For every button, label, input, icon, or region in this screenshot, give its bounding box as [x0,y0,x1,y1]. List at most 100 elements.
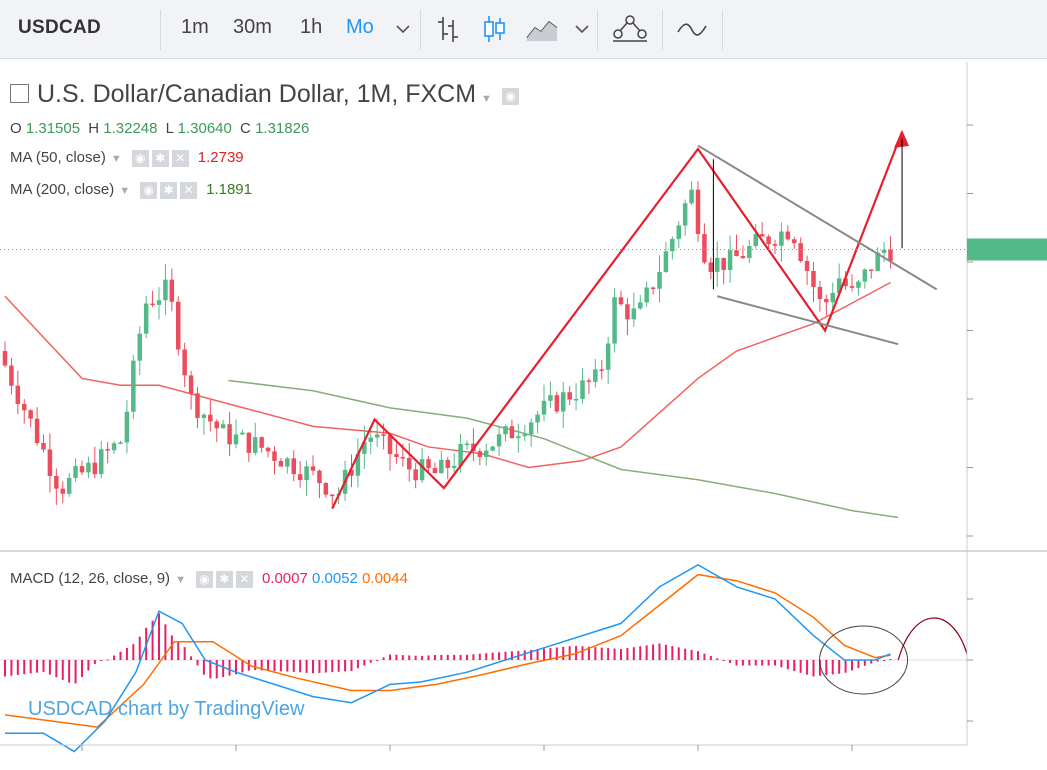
close-icon[interactable]: ✕ [171,149,189,167]
macd-histogram-bar [401,655,404,660]
candle-body [15,385,21,404]
interval-month-button[interactable]: Mo [346,16,374,38]
candle-body [92,462,98,475]
chevron-down-icon[interactable]: ▼ [119,185,131,197]
close-icon[interactable]: ✕ [235,570,253,588]
candle-body [156,300,162,305]
macd-histogram-bar [151,620,154,660]
candle-body [79,466,85,473]
macd-histogram-bar [421,655,424,660]
candle-body [118,442,123,444]
collapse-icon[interactable] [10,83,29,103]
candle-body [233,434,239,445]
watermark[interactable]: USDCAD chart by TradingView [28,698,305,720]
candle-body [381,434,386,436]
candle-body [182,349,187,376]
macd-histogram-bar [799,660,802,673]
macd-histogram-bar [260,660,263,671]
gear-icon[interactable]: ✱ [215,570,233,588]
interval-1h-button[interactable]: 1h [300,16,323,38]
eye-icon[interactable]: ◉ [195,570,213,588]
candle-body [638,302,643,309]
macd-histogram-bar [190,656,193,660]
ma200-path [228,379,899,519]
toolbar-divider [662,10,663,50]
candle-body [759,234,765,237]
candle-body [272,451,277,461]
ma200-line [228,379,899,519]
area-chart-icon[interactable] [524,14,560,44]
eye-icon[interactable]: ◉ [501,87,519,105]
macd-histogram-bar [729,660,732,664]
chart-axes [0,62,1047,751]
candle-body [451,465,457,468]
candlestick-icon[interactable] [480,14,508,44]
ma200-value: 1.1891 [206,181,252,198]
channel-upper-line [697,144,938,291]
macd-histogram-bar [202,660,205,675]
candle-body [253,437,258,453]
indicators-icon[interactable] [610,14,650,44]
candle-body [323,483,329,495]
ma200-label: MA (200, close) [10,181,115,198]
symbol-search[interactable]: USDCAD [18,17,102,38]
macd-histogram-bar [369,660,372,663]
candle-body [227,424,232,445]
interval-1m-button[interactable]: 1m [181,16,209,38]
candle-body [580,380,585,399]
candle-body [285,458,290,467]
macd-histogram-bar [433,654,436,660]
candle-body [317,470,322,484]
chevron-down-icon[interactable]: ▼ [110,153,122,165]
candle-body [516,436,521,439]
ma50-value: 1.2739 [197,149,244,166]
chevron-down-icon[interactable] [572,14,592,42]
macd-histogram-bar [478,653,481,660]
candle-body [188,375,194,394]
macd-histogram-bar [36,660,39,673]
macd-histogram-bar [273,660,276,671]
candle-body [426,459,431,469]
macd-histogram-bar [292,660,295,672]
candle-body [201,414,207,418]
bar-chart-icon[interactable] [434,14,462,44]
candle-body [259,437,264,448]
macd-histogram-bar [754,660,757,666]
gear-icon[interactable]: ✱ [151,149,169,167]
gear-icon[interactable]: ✱ [160,181,178,199]
macd-histogram-bar [677,647,680,660]
macd-histogram-bar [164,624,167,660]
low-value: 1.30640 [177,120,232,137]
eye-icon[interactable]: ◉ [131,149,149,167]
macd-histogram-bar [138,636,141,660]
macd-histogram-bar [491,652,494,660]
candle-body [785,231,791,240]
candle-body [612,297,617,344]
candle-body [362,441,367,454]
macd-histogram-bar [812,660,815,677]
candle-body [163,279,168,301]
candle-body [304,466,309,481]
candle-body [715,257,720,272]
candle-body [124,411,130,443]
candle-body [875,252,880,271]
macd-histogram-bar [337,660,340,672]
macd-histogram-bar [806,660,809,675]
chevron-down-icon[interactable] [393,14,413,42]
ohlc-readout: O 1.31505 H 1.32248 L 1.30640 C 1.31826 [10,120,313,137]
candle-body [650,287,656,290]
macd-histogram-bar [658,643,661,660]
candle-body [34,418,40,444]
close-icon[interactable]: ✕ [180,181,198,199]
chevron-down-icon[interactable]: ▼ [481,93,492,105]
compare-icon[interactable] [674,14,710,44]
drawing-annotations [331,129,938,510]
interval-30m-button[interactable]: 30m [233,16,272,38]
chevron-down-icon[interactable]: ▼ [175,574,186,586]
macd-histogram-bar [440,654,443,660]
candle-body [644,287,649,303]
candle-body [702,234,707,263]
eye-icon[interactable]: ◉ [140,181,158,199]
candle-body [368,437,373,442]
